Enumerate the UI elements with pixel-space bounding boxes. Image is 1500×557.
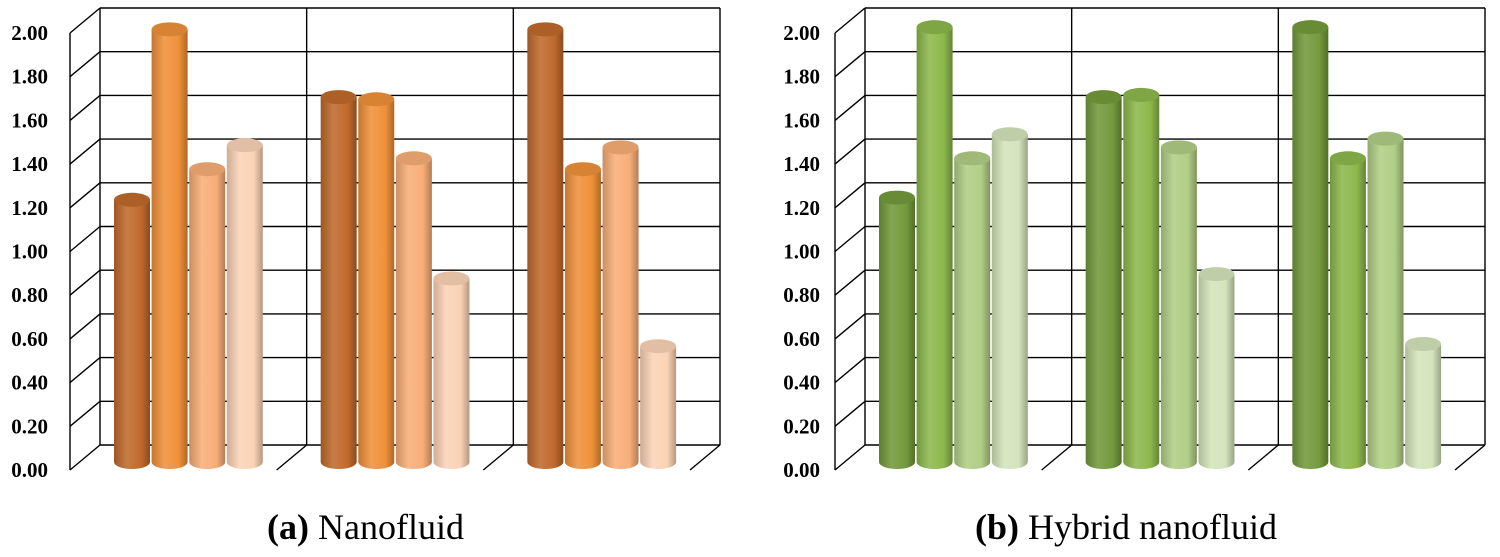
bar-series-2-group-1 xyxy=(916,20,953,470)
side-gridline xyxy=(69,357,101,384)
side-gridline xyxy=(69,225,101,253)
y-tick-label: 0.00 xyxy=(783,458,820,482)
bar-series-4-group-1 xyxy=(226,138,263,469)
y-tick-label: 1.00 xyxy=(783,240,820,264)
bar-series-4-group-3 xyxy=(1405,337,1442,469)
side-gridline xyxy=(834,225,866,253)
caption-a: (a) Nanofluid xyxy=(267,506,464,548)
floor-separator xyxy=(1041,444,1073,471)
bars xyxy=(879,20,1442,470)
floor-separator xyxy=(1454,444,1486,471)
side-gridline xyxy=(69,313,101,340)
side-gridline xyxy=(834,7,866,34)
bar-series-3-group-3 xyxy=(1367,131,1404,469)
y-tick-label: 1.80 xyxy=(783,65,820,89)
side-gridline xyxy=(834,182,866,209)
caption-b: (b) Hybrid nanofluid xyxy=(975,506,1277,548)
figure: 0.00 0.20 0.40 0.60 0.80 1.00 1.20 1.40 1.60 1.80… xyxy=(11,7,1486,482)
bar-series-3-group-3 xyxy=(602,140,639,470)
y-tick-label: 1.60 xyxy=(783,108,820,132)
y-tick-label: 1.00 xyxy=(11,240,48,264)
bar-series-3-group-1 xyxy=(954,151,991,469)
chart-nanofluid: 0.00 0.20 0.40 0.60 0.80 1.00 1.20 1.40 1.60 1.80… xyxy=(11,7,721,482)
bar-series-3-group-2 xyxy=(395,151,432,469)
side-gridline xyxy=(69,444,101,471)
side-gridline xyxy=(834,400,866,427)
y-tick-label: 0.40 xyxy=(11,371,48,395)
y-tick-label: 1.20 xyxy=(783,196,820,220)
y-tick-label: 2.00 xyxy=(783,21,820,45)
bar-series-1-group-1 xyxy=(879,190,915,470)
bar-series-1-group-3 xyxy=(1292,20,1329,470)
side-gridline xyxy=(69,400,101,427)
side-gridline xyxy=(834,444,866,471)
y-tick-label: 0.20 xyxy=(783,414,820,438)
side-gridline xyxy=(834,138,866,165)
y-tick-label: 0.80 xyxy=(11,283,48,307)
bar-series-3-group-2 xyxy=(1160,140,1197,470)
floor-separator xyxy=(1247,444,1279,471)
floor-separator xyxy=(689,444,721,471)
side-gridline xyxy=(69,138,101,165)
side-gridline xyxy=(69,269,101,296)
side-gridline xyxy=(69,182,101,209)
bar-series-2-group-3 xyxy=(564,162,601,469)
bar-series-4-group-2 xyxy=(1198,267,1235,469)
side-gridline xyxy=(69,51,101,78)
y-tick-label: 1.80 xyxy=(11,65,48,89)
bar-series-1-group-2 xyxy=(1085,90,1122,469)
y-tick-label: 0.20 xyxy=(11,414,48,438)
side-gridline xyxy=(69,94,101,121)
bar-series-4-group-1 xyxy=(991,127,1028,470)
y-tick-label: 1.40 xyxy=(11,152,48,176)
bar-series-2-group-1 xyxy=(151,22,188,470)
caption-b-letter: (b) xyxy=(975,507,1019,547)
bar-series-1-group-2 xyxy=(320,90,357,469)
chart-hybrid-nanofluid: 0.00 0.20 0.40 0.60 0.80 1.00 1.20 1.40 1.60 1.80… xyxy=(783,7,1486,482)
side-gridline xyxy=(834,51,866,78)
side-gridline xyxy=(834,313,866,340)
bar-series-2-group-2 xyxy=(1123,87,1160,470)
y-tick-label: 0.60 xyxy=(11,327,48,351)
bar-series-2-group-3 xyxy=(1329,151,1366,469)
bar-series-2-group-2 xyxy=(358,92,395,469)
floor-separator xyxy=(276,444,308,471)
floor-separator xyxy=(482,444,514,471)
bar-series-3-group-1 xyxy=(189,162,226,469)
y-tick-label: 1.20 xyxy=(11,196,48,220)
bar-series-4-group-2 xyxy=(433,271,470,469)
bar-series-4-group-3 xyxy=(640,339,677,469)
caption-a-text: Nanofluid xyxy=(317,507,464,547)
side-gridline xyxy=(834,357,866,384)
y-tick-label: 0.60 xyxy=(783,327,820,351)
caption-b-text: Hybrid nanofluid xyxy=(1028,507,1277,547)
y-tick-label: 0.40 xyxy=(783,371,820,395)
caption-a-letter: (a) xyxy=(267,507,309,547)
bars xyxy=(114,22,677,470)
y-tick-label: 0.80 xyxy=(783,283,820,307)
side-gridline xyxy=(834,94,866,121)
side-gridline xyxy=(69,7,101,34)
bar-series-1-group-1 xyxy=(114,192,150,469)
side-gridline xyxy=(834,269,866,296)
y-tick-label: 0.00 xyxy=(11,458,48,482)
bar-series-1-group-3 xyxy=(527,22,564,470)
y-tick-label: 1.60 xyxy=(11,108,48,132)
y-tick-label: 2.00 xyxy=(11,21,48,45)
y-tick-label: 1.40 xyxy=(783,152,820,176)
